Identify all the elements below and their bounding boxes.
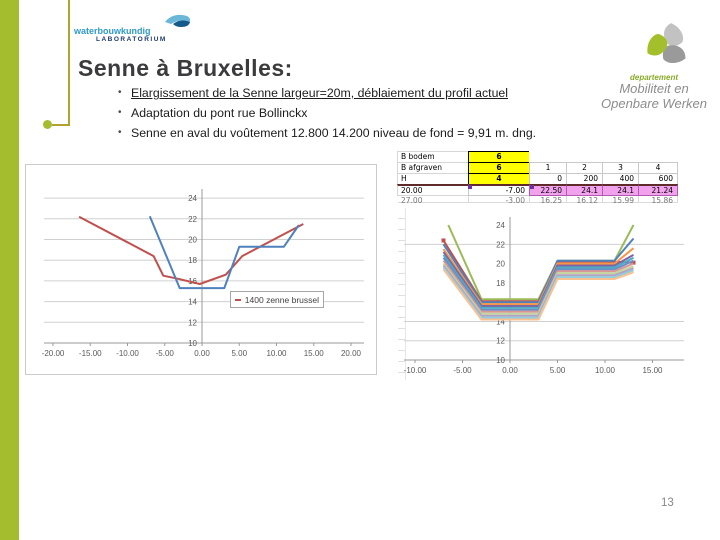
- table-cell: [602, 151, 639, 163]
- y-tick-label: 18: [496, 279, 505, 288]
- table-cell: 24.1: [602, 184, 639, 196]
- bullet-item: • Senne en aval du voûtement 12.800 14.20…: [118, 126, 618, 140]
- series-line: [442, 237, 635, 304]
- x-tick-label: 15.00: [304, 349, 325, 358]
- waterbouwkundig-logo: waterbouwkundig LABORATORIUM: [74, 12, 191, 48]
- x-tick-label: 5.00: [550, 366, 566, 375]
- table-row: 27.00 -3.00 16.25 16.12 15.99 15.86: [398, 196, 690, 203]
- mobiliteit-logo: departement Mobiliteit en Openbare Werke…: [596, 20, 712, 112]
- table-cell: 15.99: [602, 196, 639, 203]
- chart-legend: 1400 zenne brussel: [230, 291, 324, 308]
- page-number: 13: [661, 497, 674, 509]
- bullet-dot: •: [118, 87, 122, 98]
- series-marker: [631, 260, 636, 265]
- bullet-dot: •: [118, 107, 122, 119]
- bullet-item: • Adaptation du pont rue Bollinckx: [118, 106, 618, 120]
- logo-right-dept: departement: [629, 73, 678, 82]
- table-cell: 16.12: [566, 196, 603, 203]
- y-tick-label: 14: [188, 298, 197, 307]
- table-cell: 15.86: [638, 196, 678, 203]
- y-tick-label: 18: [188, 256, 197, 265]
- table-cell: 20.00: [397, 184, 469, 196]
- left-profile-chart: -20.00 -15.00 -10.00 -5.00 0.00 5.00 10.00 15.0…: [25, 164, 377, 375]
- y-tick-label: 22: [496, 240, 505, 249]
- selection-handle: [468, 185, 472, 189]
- legend-label: 1400 zenne brussel: [244, 294, 319, 305]
- excel-screenshot: B bodem 6 B afgraven 6 1 2 3 4 H 4 0 200 400 600 20.00…: [397, 150, 690, 382]
- x-tick-label: -5.00: [156, 349, 175, 358]
- y-tick-label: 22: [188, 215, 197, 224]
- x-tick-label: -5.00: [453, 366, 472, 375]
- x-tick-label: 0.00: [502, 366, 518, 375]
- series-line: [442, 268, 634, 321]
- y-tick-label: 20: [496, 260, 505, 269]
- y-tick-label: 20: [188, 236, 197, 245]
- bullet-list: • Elargissement de la Senne largeur=20m, …: [118, 86, 618, 146]
- table-cell: 21.24: [638, 184, 678, 196]
- y-tick-label: 24: [496, 221, 505, 230]
- table-cell: 16.25: [529, 196, 567, 203]
- table-cell: 27.00: [398, 196, 469, 203]
- table-cell: [638, 151, 678, 163]
- table-cell: 24.1: [566, 184, 603, 196]
- x-tick-label: -15.00: [79, 349, 102, 358]
- pinwheel-icon: [624, 20, 712, 75]
- excel-table: B bodem 6 B afgraven 6 1 2 3 4 H 4 0 200 400 600 20.00…: [397, 151, 690, 203]
- x-tick-label: 20.00: [341, 349, 362, 358]
- bullet-item: • Elargissement de la Senne largeur=20m, …: [118, 86, 618, 100]
- x-tick-label: -10.00: [404, 366, 427, 375]
- decorative-dot: [43, 120, 52, 129]
- series-line: [148, 215, 300, 290]
- x-tick-label: -10.00: [116, 349, 139, 358]
- bullet-text: Adaptation du pont rue Bollinckx: [131, 106, 308, 121]
- table-cell: 22.50: [529, 184, 567, 196]
- y-tick-label: 12: [188, 318, 197, 327]
- x-tick-label: -20.00: [42, 349, 65, 358]
- bullet-dot: •: [118, 127, 122, 139]
- x-tick-label: 10.00: [266, 349, 287, 358]
- bullet-text: Senne en aval du voûtement 12.800 14.200…: [131, 126, 537, 141]
- x-tick-label: 0.00: [194, 349, 210, 358]
- y-tick-label: 12: [496, 337, 505, 346]
- selection-handle: [530, 185, 534, 189]
- bullet-text: Elargissement de la Senne largeur=20m, d…: [131, 86, 508, 100]
- left-chart-canvas: -20.00 -15.00 -10.00 -5.00 0.00 5.00 10.00 15.0…: [42, 189, 364, 358]
- table-cell: -3.00: [468, 196, 530, 203]
- table-row: B bodem 6: [397, 151, 690, 163]
- logo-right-line2: Openbare Werken: [601, 95, 707, 111]
- page-title: Senne à Bruxelles:: [78, 55, 293, 81]
- y-tick-label: 14: [496, 317, 505, 326]
- y-tick-label: 24: [188, 194, 197, 203]
- table-row: B afgraven 6 1 2 3 4: [397, 162, 690, 174]
- right-chart-canvas: -10.00 -5.00 0.00 5.00 10.00 15.0010121416182…: [404, 217, 684, 375]
- table-cell: [529, 151, 567, 163]
- wave-icon: [163, 10, 193, 37]
- logo-right-line1: Mobiliteit en: [619, 81, 689, 96]
- legend-line-sample: [235, 298, 241, 301]
- logo-left-sub: LABORATORIUM: [96, 36, 167, 43]
- x-tick-label: 15.00: [642, 366, 663, 375]
- table-cell: -7.00: [468, 184, 530, 196]
- series-marker: [441, 238, 446, 243]
- logo-left-name: waterbouwkundig: [74, 26, 151, 36]
- decorative-elbow-line: [52, 0, 70, 126]
- excel-row-gridlines: [398, 208, 406, 380]
- table-cell: [566, 151, 603, 163]
- table-row: 20.00 -7.00 22.50 24.1 24.1 21.24: [397, 184, 690, 196]
- series-line: [78, 215, 304, 285]
- left-accent-bar: [0, 0, 19, 540]
- x-tick-label: 5.00: [231, 349, 247, 358]
- y-tick-label: 10: [188, 339, 197, 348]
- y-tick-label: 10: [496, 356, 505, 365]
- x-tick-label: 10.00: [595, 366, 616, 375]
